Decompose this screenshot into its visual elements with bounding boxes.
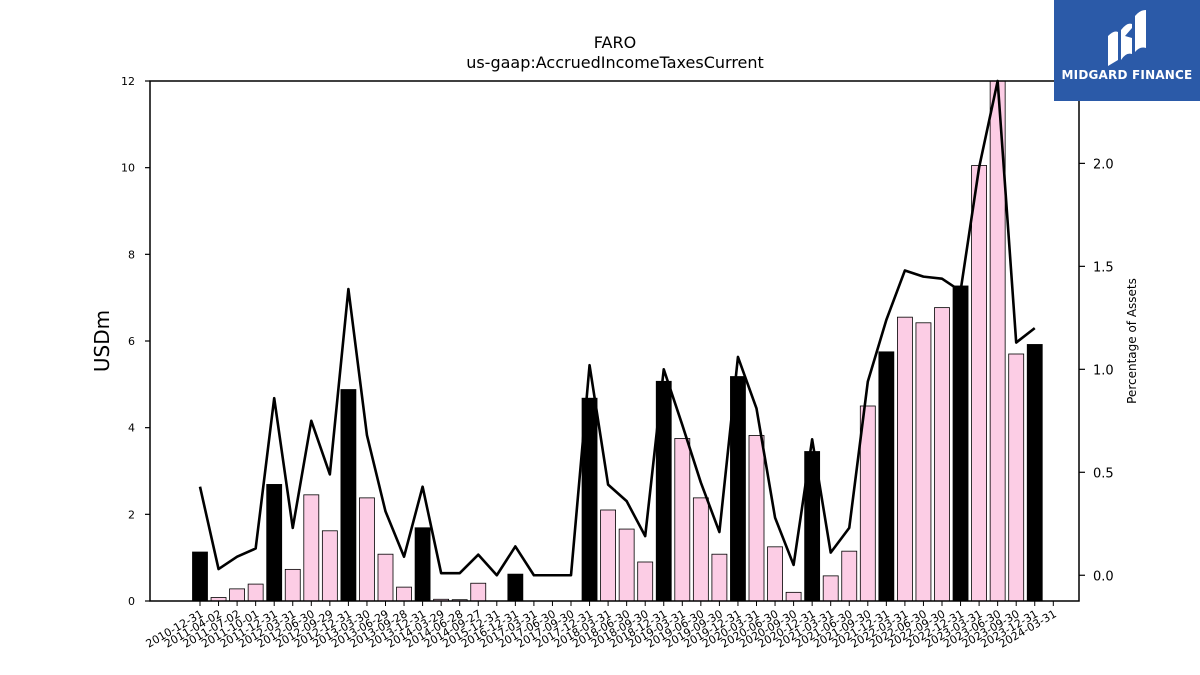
- bar-2021-06-30: [841, 550, 858, 602]
- bar-series: [192, 80, 1043, 602]
- bar-2022-06-30: [915, 322, 932, 602]
- bar-2013-03-30: [359, 497, 375, 602]
- percentage-line: [198, 79, 1036, 577]
- bar-2020-09-30: [785, 591, 802, 602]
- bar-2011-12-31: [266, 484, 283, 602]
- bar-2018-09-30: [637, 561, 654, 602]
- bar-2023-03-31: [971, 165, 987, 602]
- y2-tick-label: 0.0: [1093, 569, 1114, 584]
- bar-2018-03-31: [600, 509, 616, 602]
- bar-2013-06-29: [377, 553, 394, 602]
- bar-2020-06-30: [767, 546, 783, 602]
- logo-mark-icon: [1108, 10, 1146, 66]
- bar-2019-03-31: [674, 438, 691, 602]
- bar-2023-09-30: [1008, 353, 1025, 602]
- chart-subtitle: us-gaap:AccruedIncomeTaxesCurrent: [466, 53, 764, 72]
- y-tick-label: 10: [121, 162, 135, 175]
- bar-2019-06-30: [692, 497, 709, 602]
- y-tick-label: 12: [121, 75, 135, 88]
- bar-2010-12-31: [192, 551, 208, 602]
- bar-2023-12-31: [1026, 344, 1043, 602]
- y2-axis-label: Percentage of Assets: [1125, 278, 1139, 404]
- bar-2018-06-30: [618, 528, 635, 602]
- logo-text: MIDGARD FINANCE: [1061, 68, 1193, 82]
- y2-tick-label: 1.5: [1093, 260, 1114, 275]
- bar-2012-09-29: [321, 530, 338, 602]
- chart-title: FARO: [594, 33, 636, 52]
- y-tick-label: 8: [128, 248, 135, 261]
- bar-2016-12-31: [507, 573, 524, 602]
- bar-2011-10-01: [247, 583, 264, 602]
- bar-2022-03-31: [897, 316, 913, 602]
- bar-2021-12-31: [878, 351, 895, 602]
- y2-tick-label: 0.5: [1093, 466, 1114, 481]
- bar-2014-09-27: [470, 582, 487, 602]
- y-tick-label: 2: [128, 508, 135, 521]
- bar-2011-07-02: [229, 588, 246, 602]
- y-axis-label: USDm: [90, 310, 114, 372]
- midgard-finance-logo: MIDGARD FINANCE: [1054, 0, 1200, 101]
- y-tick-label: 4: [128, 422, 135, 435]
- bar-2012-06-30: [303, 494, 320, 602]
- bar-2021-09-30: [859, 405, 876, 602]
- y2-tick-label: 2.0: [1093, 157, 1114, 172]
- y-axis-ticks: 0 2 4 6 8 10 12: [121, 75, 150, 608]
- bar-2012-12-31: [340, 389, 357, 602]
- bar-2021-03-31: [822, 575, 839, 602]
- y2-tick-label: 1.0: [1093, 363, 1114, 378]
- bar-2013-09-28: [396, 586, 412, 602]
- bar-2020-03-31: [748, 435, 765, 602]
- x-axis-ticks: 2010-12-312011-04-022011-07-022011-10-01…: [144, 601, 1059, 651]
- y-tick-label: 6: [128, 335, 135, 348]
- bar-2013-12-31: [414, 527, 431, 602]
- bar-2022-12-31: [952, 285, 969, 602]
- y-tick-label: 0: [128, 595, 135, 608]
- y2-axis-ticks: 0.0 0.5 1.0 1.5 2.0: [1079, 157, 1114, 584]
- bar-2019-09-30: [711, 553, 728, 602]
- bar-2012-03-31: [284, 568, 301, 602]
- bar-2022-09-30: [934, 307, 950, 602]
